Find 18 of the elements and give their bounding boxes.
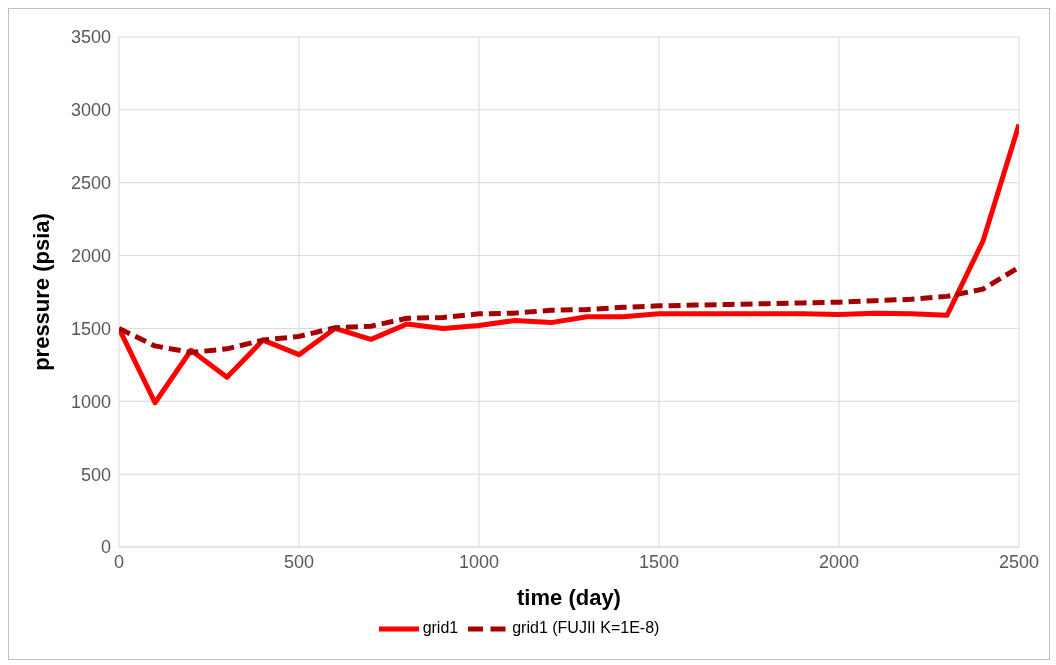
legend-label: grid1 (FUJII K=1E-8): [512, 619, 660, 637]
x-tick-label: 500: [283, 551, 315, 572]
y-tick-label: 2500: [70, 173, 111, 194]
y-axis-title: pressure (psia): [28, 213, 54, 371]
x-tick-label: 2000: [818, 551, 860, 572]
x-tick-label: 1000: [458, 551, 500, 572]
y-tick-label: 1000: [70, 391, 111, 412]
y-tick-label: 3500: [70, 27, 111, 48]
legend-label: grid1: [422, 619, 459, 637]
y-tick-label: 3000: [70, 100, 111, 121]
x-tick-label: 1500: [638, 551, 680, 572]
x-axis-title: time (day): [517, 585, 621, 610]
y-tick-label: 1500: [70, 318, 111, 339]
y-tick-label: 2000: [70, 245, 111, 266]
x-tick-label: 2500: [998, 551, 1040, 572]
y-tick-label: 0: [100, 537, 111, 558]
y-tick-label: 500: [80, 464, 111, 485]
x-tick-label: 0: [113, 551, 125, 572]
